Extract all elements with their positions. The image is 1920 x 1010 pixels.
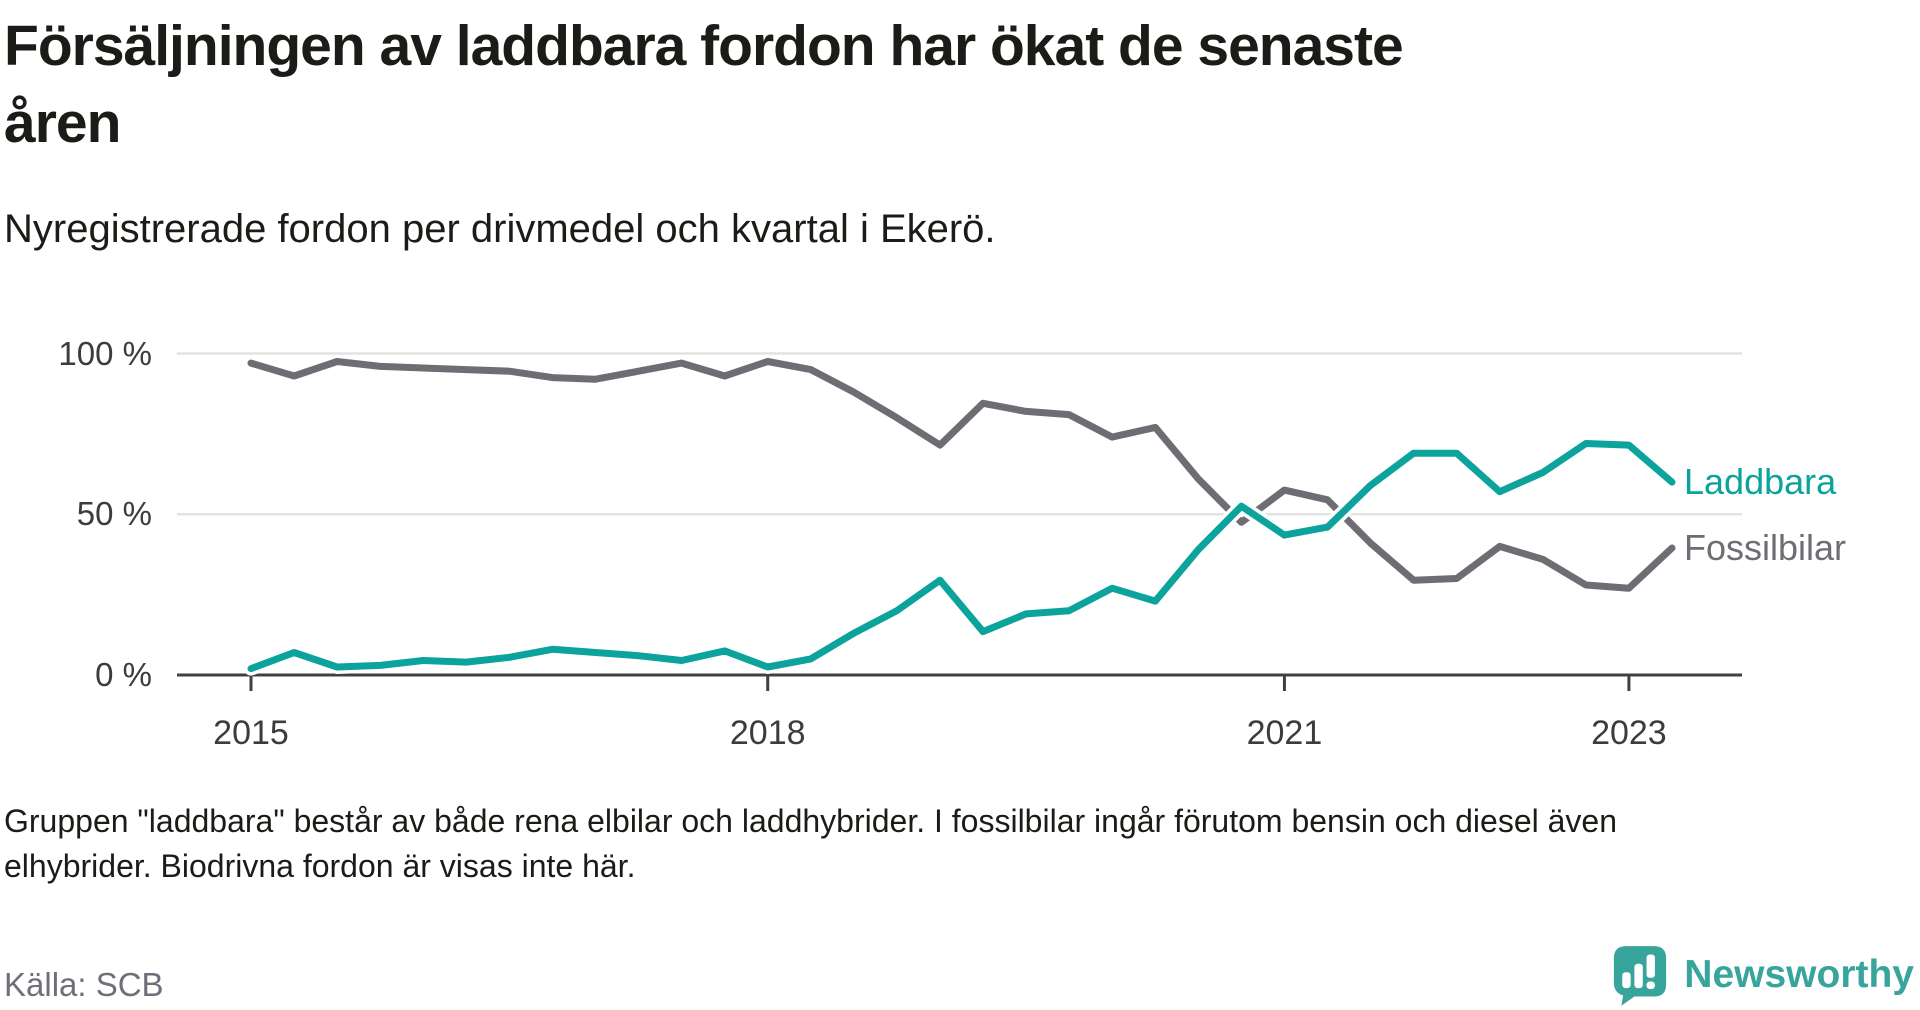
laddbara-line-casing	[244, 436, 1679, 676]
chart-subtitle: Nyregistrerade fordon per drivmedel och …	[4, 207, 996, 251]
footnote-line1: Gruppen "laddbara" består av både rena e…	[4, 803, 1618, 839]
newsworthy-logo-icon	[1614, 946, 1667, 1006]
y-axis-tick-label-0: 0 %	[95, 656, 152, 693]
chart-title-line2: åren	[4, 91, 121, 155]
legend-label-fossilbilar: Fossilbilar	[1684, 527, 1847, 568]
y-axis-tick-label-50: 50 %	[76, 495, 152, 533]
footnote: Gruppen "laddbara" består av både rena e…	[4, 799, 1884, 889]
x-axis-tick-label-2021: 2021	[1246, 714, 1323, 752]
fossilbilar-line	[247, 358, 1676, 592]
source-label: Källa: SCB	[4, 966, 164, 1003]
laddbara-line	[247, 440, 1676, 673]
x-axis-tick-label-2018: 2018	[729, 714, 806, 752]
chart-title: Försäljningen av laddbara fordon har öka…	[4, 8, 1864, 162]
legend-label-laddbara: Laddbara	[1684, 461, 1837, 503]
newsworthy-logo-text: Newsworthy	[1684, 953, 1914, 996]
newsworthy-logo: Newsworthy	[1612, 944, 1914, 1006]
footnote-line2: elhybrider. Biodrivna fordon är visas in…	[4, 848, 636, 884]
y-axis-tick-label-100: 100 %	[58, 334, 152, 372]
x-axis-tick-label-2023: 2023	[1591, 714, 1667, 752]
x-axis-tick-label-2015: 2015	[213, 714, 289, 752]
chart-title-line1: Försäljningen av laddbara fordon har öka…	[4, 14, 1404, 78]
